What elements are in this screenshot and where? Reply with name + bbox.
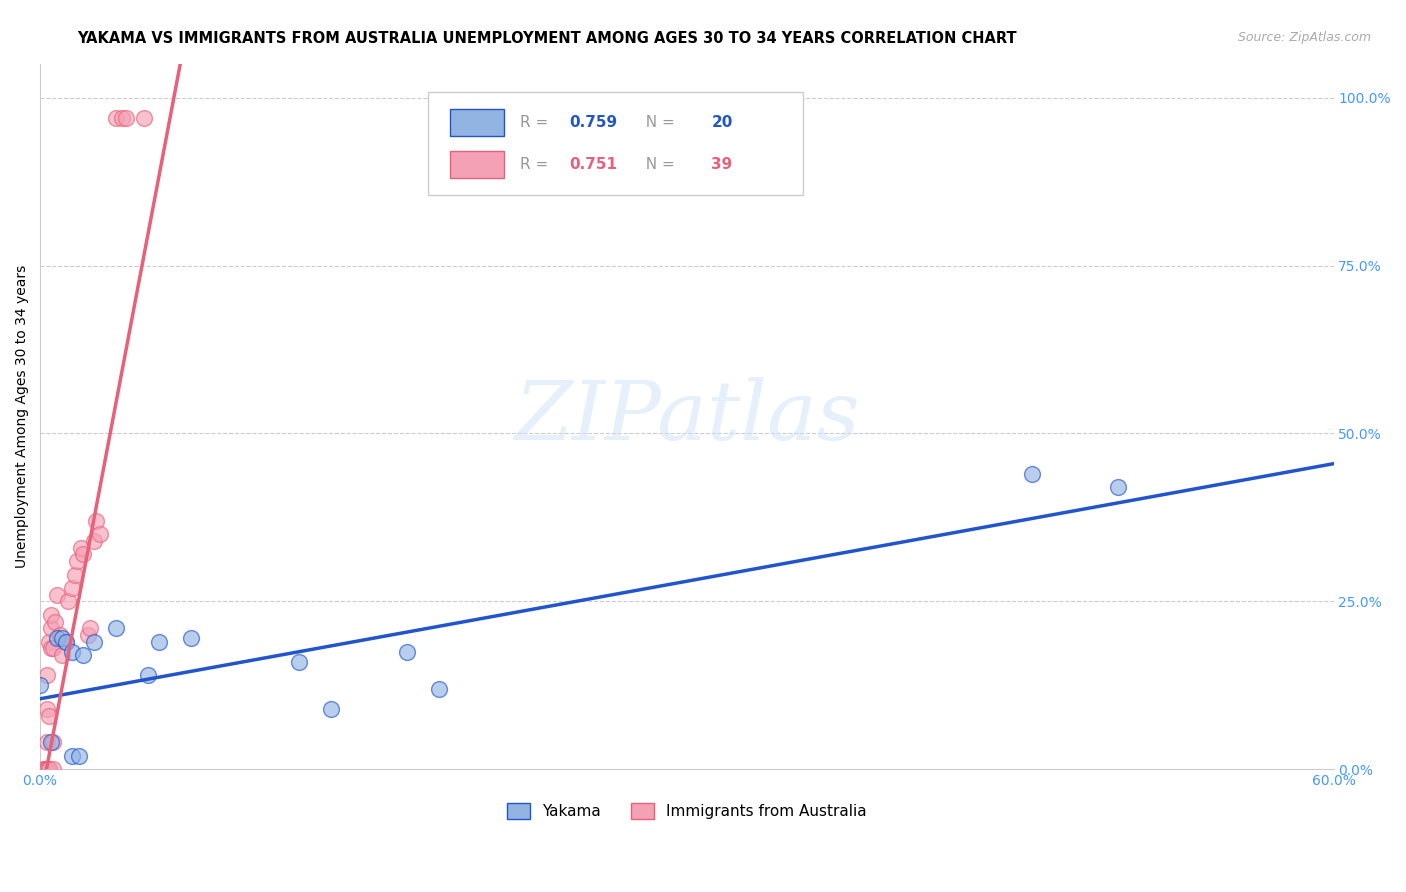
Point bbox=[180, 632, 202, 646]
Point bbox=[111, 111, 134, 125]
Point bbox=[35, 668, 58, 682]
Point bbox=[55, 634, 77, 648]
Legend: Yakama, Immigrants from Australia: Yakama, Immigrants from Australia bbox=[501, 797, 873, 825]
Point bbox=[288, 655, 311, 669]
Point bbox=[35, 735, 58, 749]
Point bbox=[72, 648, 94, 662]
Point bbox=[39, 607, 62, 622]
Point bbox=[115, 111, 138, 125]
FancyBboxPatch shape bbox=[450, 151, 505, 178]
FancyBboxPatch shape bbox=[429, 92, 803, 194]
Point bbox=[83, 634, 105, 648]
FancyBboxPatch shape bbox=[450, 109, 505, 136]
Point bbox=[1107, 480, 1129, 494]
Point bbox=[39, 621, 62, 635]
Point bbox=[104, 621, 127, 635]
Point bbox=[46, 632, 69, 646]
Point bbox=[42, 735, 65, 749]
Point bbox=[70, 541, 93, 555]
Point bbox=[72, 547, 94, 561]
Point bbox=[42, 641, 65, 656]
Text: R =: R = bbox=[520, 115, 553, 130]
Point bbox=[35, 762, 58, 776]
Point bbox=[56, 594, 79, 608]
Point bbox=[83, 533, 105, 548]
Point bbox=[76, 628, 98, 642]
Point bbox=[148, 634, 170, 648]
Point bbox=[38, 708, 60, 723]
Point bbox=[42, 762, 65, 776]
Point bbox=[39, 641, 62, 656]
Text: N =: N = bbox=[637, 115, 681, 130]
Point bbox=[104, 111, 127, 125]
Point bbox=[79, 621, 101, 635]
Point bbox=[62, 748, 84, 763]
Point bbox=[48, 628, 70, 642]
Y-axis label: Unemployment Among Ages 30 to 34 years: Unemployment Among Ages 30 to 34 years bbox=[15, 265, 30, 568]
Text: Source: ZipAtlas.com: Source: ZipAtlas.com bbox=[1237, 31, 1371, 45]
Point bbox=[321, 702, 343, 716]
Text: 20: 20 bbox=[711, 115, 733, 130]
Text: ZIPatlas: ZIPatlas bbox=[515, 376, 859, 457]
Point bbox=[38, 762, 60, 776]
Text: 39: 39 bbox=[711, 157, 733, 172]
Point bbox=[132, 111, 155, 125]
Point bbox=[38, 762, 60, 776]
Point bbox=[62, 645, 84, 659]
Point bbox=[46, 588, 69, 602]
Point bbox=[39, 735, 62, 749]
Point bbox=[63, 567, 86, 582]
Point bbox=[66, 554, 89, 568]
Point bbox=[67, 748, 90, 763]
Point bbox=[30, 678, 52, 692]
Point bbox=[35, 762, 58, 776]
Point bbox=[34, 762, 56, 776]
Point bbox=[1021, 467, 1043, 481]
Point bbox=[51, 648, 73, 662]
Point bbox=[34, 762, 56, 776]
Point bbox=[427, 681, 450, 696]
Point bbox=[35, 762, 58, 776]
Point bbox=[51, 632, 73, 646]
Text: YAKAMA VS IMMIGRANTS FROM AUSTRALIA UNEMPLOYMENT AMONG AGES 30 TO 34 YEARS CORRE: YAKAMA VS IMMIGRANTS FROM AUSTRALIA UNEM… bbox=[77, 31, 1017, 46]
Text: 0.751: 0.751 bbox=[569, 157, 617, 172]
Point bbox=[35, 702, 58, 716]
Text: N =: N = bbox=[637, 157, 681, 172]
Point bbox=[35, 762, 58, 776]
Point bbox=[84, 514, 107, 528]
Point bbox=[55, 634, 77, 648]
Text: R =: R = bbox=[520, 157, 553, 172]
Point bbox=[89, 527, 111, 541]
Point bbox=[136, 668, 159, 682]
Point bbox=[395, 645, 418, 659]
Point bbox=[44, 615, 66, 629]
Point bbox=[38, 634, 60, 648]
Point bbox=[62, 581, 84, 595]
Text: 0.759: 0.759 bbox=[569, 115, 617, 130]
